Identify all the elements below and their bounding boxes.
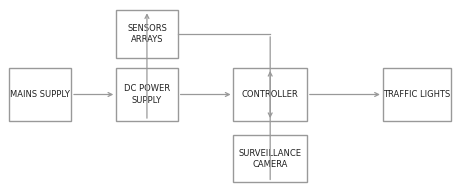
- Text: DC POWER
SUPPLY: DC POWER SUPPLY: [124, 84, 170, 105]
- Bar: [233, 135, 307, 182]
- Bar: [233, 68, 307, 121]
- Text: MAINS SUPPLY: MAINS SUPPLY: [10, 90, 70, 99]
- Text: TRAFFIC LIGHTS: TRAFFIC LIGHTS: [383, 90, 451, 99]
- Text: SURVEILLANCE
CAMERA: SURVEILLANCE CAMERA: [239, 149, 301, 169]
- Bar: [9, 68, 71, 121]
- Bar: [116, 10, 178, 58]
- Text: CONTROLLER: CONTROLLER: [242, 90, 299, 99]
- Bar: [383, 68, 451, 121]
- Text: SENSORS
ARRAYS: SENSORS ARRAYS: [127, 24, 167, 44]
- Bar: [116, 68, 178, 121]
